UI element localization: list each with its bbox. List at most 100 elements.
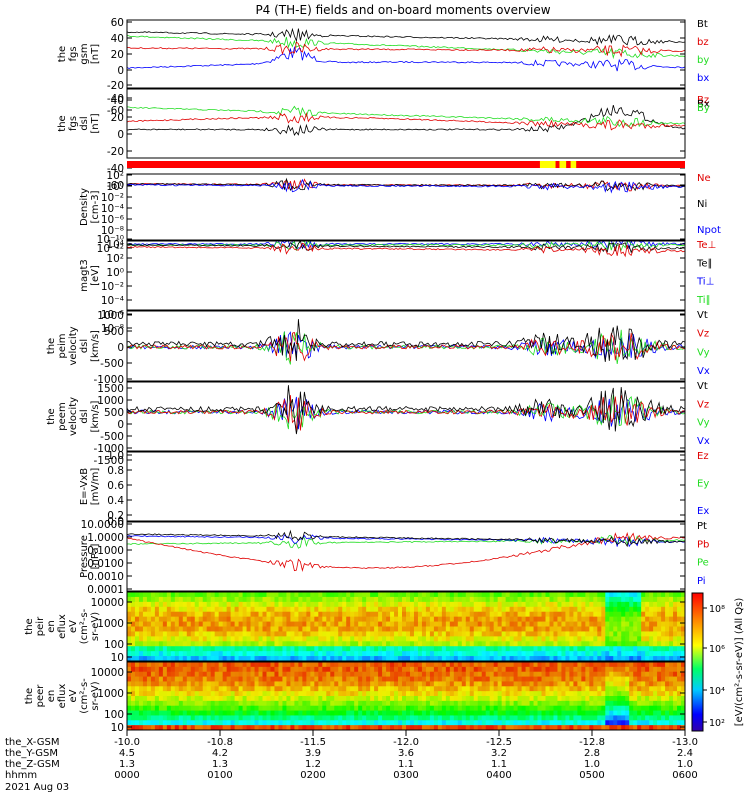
legend-entry: Ni (697, 199, 707, 210)
xaxis-value: 1.1 (491, 759, 507, 770)
legend-entry: Bt (697, 19, 708, 30)
xaxis-value: -13.0 (672, 737, 698, 748)
e-field-ylabel: E=-VxB [mV/m] (79, 468, 101, 506)
fgs-dsl-frame (126, 88, 686, 159)
xaxis-row-label: the_Z-GSM (5, 759, 60, 770)
tick-label: 1.0000 (87, 532, 124, 544)
xaxis-value: -12.8 (579, 737, 605, 748)
tick-label: 1.0 (107, 450, 124, 462)
peir-spectrogram-image (127, 592, 686, 662)
pressure-frame (126, 521, 686, 592)
tick-label: -60 (107, 105, 124, 117)
legend-entry: Ne (697, 173, 711, 184)
panel-pressure: 10.00001.00000.10000.01000.00100.0001Pre… (79, 519, 709, 596)
legend-entry: Ti∥ (696, 295, 711, 306)
legend-entry: bx (697, 73, 709, 84)
xaxis-value: 3.6 (398, 748, 414, 759)
xaxis-value: 1.2 (305, 759, 321, 770)
legend-entry: Vx (697, 436, 710, 447)
fgs-gsm-series-3 (127, 27, 685, 46)
tick-label: 10⁻⁴ (101, 295, 124, 307)
pressure-legend: Pt Pb Pe Pi (697, 521, 709, 587)
xaxis-value: 4.5 (119, 748, 135, 759)
panel-temperature: 10⁴ 10² 10⁰ 10⁻² 10⁻⁴ 10⁻⁶ 10⁻⁸ magt3 [eV] Te⊥ Te∥… (79, 239, 716, 335)
ylabel-line: dsl (79, 409, 90, 423)
legend-entry: Bx (697, 99, 710, 110)
tick-label: -1500 (93, 455, 124, 467)
panel-fgs-gsm: 60 40 20 0 -20-40-60 the fgs gsm [nT] Bt bz by bx (57, 17, 709, 117)
xaxis-value: -12.5 (486, 737, 512, 748)
temperature-series-1 (127, 241, 685, 251)
xaxis-value: -11.5 (300, 737, 326, 748)
ylabel-line: E=-VxB (79, 468, 90, 505)
colorbar-tick: 10² (709, 718, 725, 729)
xaxis-row-label: hhmm (5, 770, 37, 781)
xaxis-value: 0200 (300, 770, 325, 781)
colorbar-label: [eV/(cm²-s-sr-eV)] (All Qs) (734, 598, 745, 727)
tick-label: 0.0 (107, 516, 124, 528)
legend-entry: Vt (697, 381, 708, 392)
xaxis-value: 4.2 (212, 748, 228, 759)
legend-entry: Npot (697, 225, 721, 236)
ylabel-line: the (46, 408, 57, 424)
panel-e-field: 1.0 0.8 0.6 0.4 0.20.0 E=-VxB [mV/m] Ez Ey Ex (79, 450, 709, 528)
tick-label: 0 (117, 419, 124, 431)
ylabel-line: the (24, 688, 35, 704)
tick-label: 40 (111, 33, 124, 45)
tick-label: 0 (117, 342, 124, 354)
density-legend: Ne Ni Npot (697, 173, 721, 236)
ylabel-line: the (24, 618, 35, 634)
xaxis-value: 0000 (114, 770, 139, 781)
density-ylabel: Density [cm-3] (79, 188, 101, 226)
temperature-ticks: 10⁴ 10² 10⁰ 10⁻² 10⁻⁴ 10⁻⁶ 10⁻⁸ (101, 239, 685, 335)
ylabel-line: sr-eV) (90, 612, 101, 641)
legend-entry: bz (697, 37, 709, 48)
colorbar: 10⁸ 10⁶ 10⁴ 10² [eV/(cm²-s-sr-eV)] (All Qs) (691, 592, 745, 732)
tick-label: 10⁻¹⁰ (97, 234, 124, 246)
legend-entry: By (697, 103, 710, 114)
ylabel-line: the (57, 46, 68, 62)
tick-label: 0.8 (107, 465, 124, 477)
tick-label: 0.4 (107, 495, 124, 507)
ylabel-line: Density (79, 188, 90, 226)
tick-label: 10⁴ (106, 239, 124, 251)
tick-label: 1000 (97, 395, 124, 407)
tick-label: 60 (111, 17, 124, 29)
xaxis-value: 3.2 (491, 748, 507, 759)
xaxis-value: 1.0 (584, 759, 600, 770)
pressure-series-2 (127, 531, 685, 572)
ylabel-line: [nT] (90, 113, 101, 133)
colorbar-scale (691, 592, 704, 732)
ylabel-line: gsm (79, 43, 90, 64)
tick-label: 10000 (91, 597, 124, 609)
ylabel-line: en (46, 620, 57, 633)
ylabel-line: sr-eV) (90, 681, 101, 710)
legend-entry: Vx (697, 366, 710, 377)
peir-spectrogram-ylabel: the peir en eflux eV (cm²-s-sr-eV) (24, 608, 101, 644)
xaxis-value: -10.8 (207, 737, 233, 748)
fgs-gsm-legend: Bt bz by bx (697, 19, 709, 84)
xaxis-value: 1.3 (212, 759, 228, 770)
ylabel-line: Pressure (79, 535, 90, 578)
tick-label: 0 (117, 129, 124, 141)
e-field-frame (126, 451, 686, 522)
temperature-frame (126, 240, 686, 311)
tick-label: -500 (100, 358, 124, 370)
ylabel-line: (cm²-s- (79, 678, 90, 714)
legend-entry: Vz (697, 399, 709, 410)
temperature-series-3 (127, 242, 685, 258)
tick-label: 40 (111, 95, 124, 107)
tick-label: 10² (106, 170, 124, 182)
ylabel-line: peir (35, 616, 46, 636)
ylabel-line: [km/s] (90, 330, 101, 362)
tick-label: 100 (104, 709, 124, 721)
